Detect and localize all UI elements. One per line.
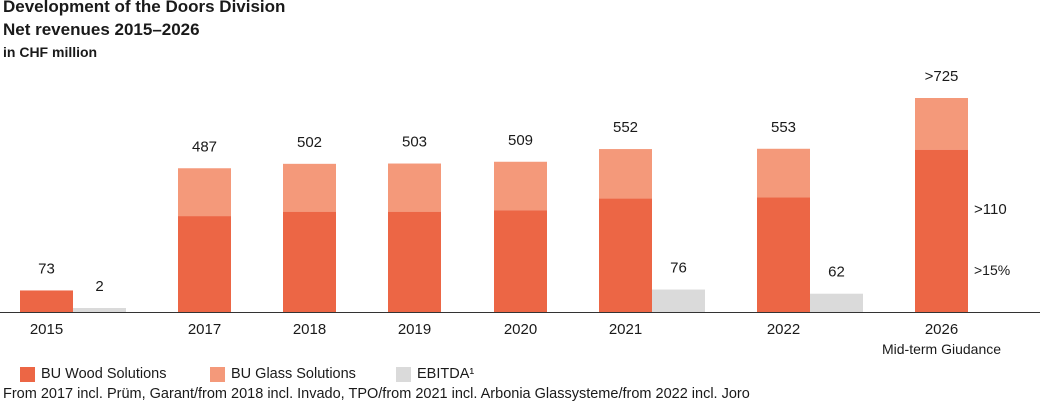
bar-wood [283, 211, 336, 312]
bar-ebitda [73, 308, 126, 312]
data-label-revenue: 509 [508, 132, 533, 149]
legend-item-wood: BU Wood Solutions [20, 365, 166, 383]
x-tick-label: 2022 [767, 321, 800, 338]
bar-wood [20, 290, 73, 312]
chart-unit-label: in CHF million [3, 44, 98, 60]
data-label-revenue: 73 [38, 260, 55, 277]
data-label-revenue: 553 [771, 119, 796, 136]
footnote: From 2017 incl. Prüm, Garant/from 2018 i… [3, 386, 750, 402]
bar-glass [283, 163, 336, 212]
bar-wood [599, 198, 652, 312]
legend-swatch-glass [210, 366, 225, 382]
legend-label-wood: BU Wood Solutions [41, 366, 167, 382]
chart-subtitle: Net revenues 2015–2026 [3, 20, 200, 39]
bar-ebitda [810, 293, 863, 312]
bar-wood [388, 211, 441, 312]
legend-swatch-wood [20, 366, 35, 382]
x-tick-label: 2015 [30, 321, 63, 338]
bar-chart: 73 2 2015 487 2017 502 2018 503 2019 509 2020 552 76… [0, 68, 1040, 357]
bar-glass [388, 163, 441, 212]
legend-label-glass: BU Glass Solutions [231, 366, 356, 382]
data-label-revenue: 503 [402, 134, 427, 151]
x-tick-label: 2021 [609, 321, 642, 338]
x-tick-label: 2017 [188, 321, 221, 338]
bar-glass [494, 161, 547, 211]
chart-title: Development of the Doors Division [3, 0, 286, 16]
bar-ebitda [652, 289, 705, 312]
annotation-margin-guidance: >15% [974, 262, 1010, 278]
x-tick-label: 2020 [504, 321, 537, 338]
bar-wood [757, 197, 810, 312]
legend-item-glass: BU Glass Solutions [210, 365, 356, 383]
legend-label-ebitda: EBITDA¹ [417, 366, 475, 382]
data-label-revenue: >725 [925, 68, 959, 85]
data-label-revenue: 502 [297, 134, 322, 151]
bar-wood [494, 210, 547, 312]
bar-glass [757, 148, 810, 198]
data-label-ebitda: 62 [828, 264, 845, 281]
x-tick-label: 2026 [925, 321, 958, 338]
bar-glass [915, 98, 968, 150]
x-tick-label: 2018 [293, 321, 326, 338]
legend-swatch-ebitda [396, 366, 411, 382]
data-label-revenue: 487 [192, 138, 217, 155]
x-tick-label: 2019 [398, 321, 431, 338]
bar-wood [178, 216, 231, 312]
data-label-ebitda: 2 [95, 278, 103, 295]
data-label-revenue: 552 [613, 119, 638, 136]
bar-glass [599, 149, 652, 199]
bar-glass [178, 168, 231, 217]
legend-item-ebitda: EBITDA¹ [396, 365, 474, 383]
annotation-ebitda-guidance: >110 [974, 201, 1007, 218]
x-tick-sublabel: Mid-term Giudance [882, 341, 1001, 357]
bar-wood [915, 149, 968, 312]
data-label-ebitda: 76 [670, 260, 687, 277]
